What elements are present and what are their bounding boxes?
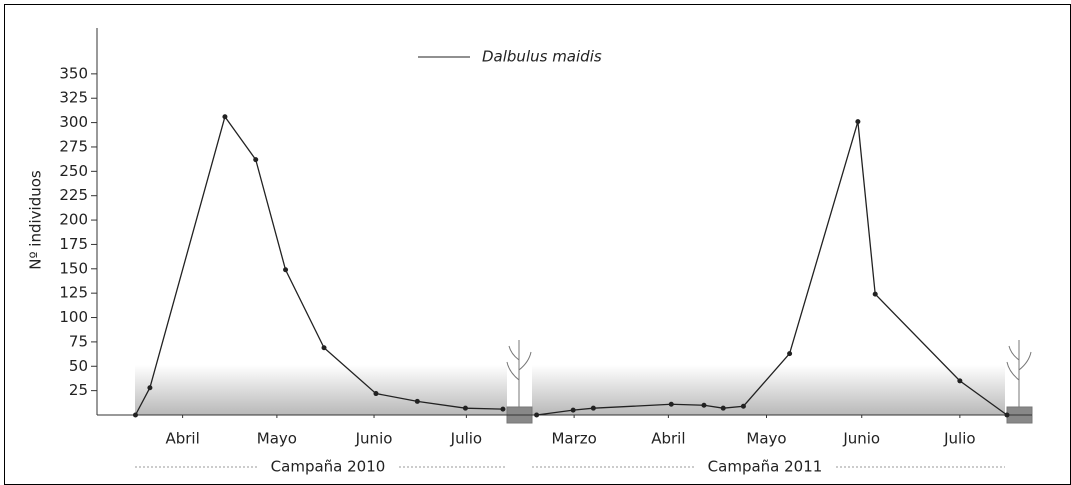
data-point <box>721 406 726 411</box>
grass-decoration <box>135 365 507 415</box>
y-tick-label: 150 <box>59 259 88 277</box>
x-tick-label: Mayo <box>746 430 786 448</box>
data-point <box>957 378 962 383</box>
y-tick-label: 225 <box>59 186 88 204</box>
data-point <box>1004 413 1009 418</box>
y-tick-label: 175 <box>59 235 88 253</box>
x-tick-label: Julio <box>943 430 975 448</box>
data-point <box>855 119 860 124</box>
chart: Nº individuos Campaña 2010 Campaña 2011 … <box>0 0 1071 485</box>
data-point <box>669 402 674 407</box>
y-tick-label: 275 <box>59 137 88 155</box>
y-tick-label: 325 <box>59 89 88 107</box>
data-point <box>571 408 576 413</box>
y-axis-label: Nº individuos <box>27 170 45 270</box>
legend-label: Dalbulus maidis <box>482 48 602 66</box>
x-tick-label: Abril <box>651 430 685 448</box>
y-tick-label: 50 <box>69 357 88 375</box>
x-tick-label: Junio <box>842 430 880 448</box>
x-tick-label: Mayo <box>257 430 297 448</box>
y-tick-label: 100 <box>59 308 88 326</box>
x-tick-label: Marzo <box>551 430 596 448</box>
data-point <box>222 114 227 119</box>
data-point <box>787 351 792 356</box>
y-tick-label: 200 <box>59 211 88 229</box>
data-point <box>283 267 288 272</box>
data-point <box>463 406 468 411</box>
group-label: Campaña 2010 <box>271 458 386 476</box>
y-tick-label: 300 <box>59 113 88 131</box>
y-tick-label: 125 <box>59 284 88 302</box>
y-tick-label: 75 <box>69 332 88 350</box>
data-point <box>741 404 746 409</box>
group-label: Campaña 2011 <box>708 458 823 476</box>
data-point <box>415 399 420 404</box>
y-tick-label: 350 <box>59 64 88 82</box>
y-tick-label: 25 <box>69 381 88 399</box>
data-point <box>701 403 706 408</box>
data-point <box>253 157 258 162</box>
data-point <box>322 345 327 350</box>
data-point <box>147 385 152 390</box>
x-tick-label: Julio <box>450 430 482 448</box>
data-point <box>133 413 138 418</box>
data-point <box>373 391 378 396</box>
data-point <box>873 292 878 297</box>
y-tick-label: 250 <box>59 162 88 180</box>
data-point <box>534 413 539 418</box>
x-tick-label: Junio <box>355 430 393 448</box>
data-point <box>591 406 596 411</box>
data-point <box>500 407 505 412</box>
x-tick-label: Abril <box>165 430 199 448</box>
